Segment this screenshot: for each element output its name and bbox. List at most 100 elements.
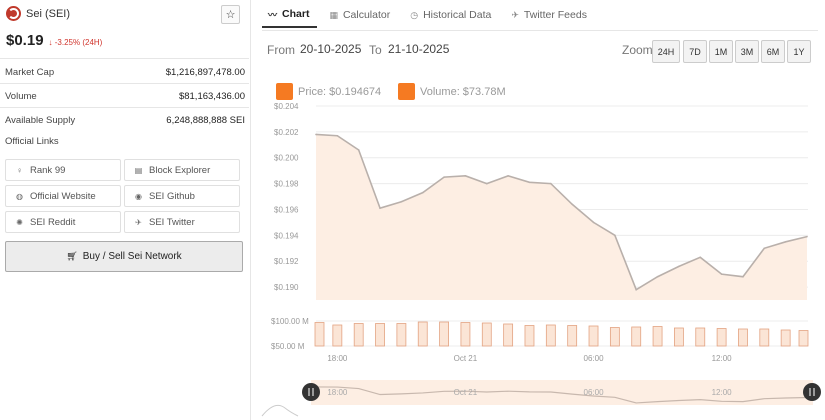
legend-label: Price: $0.194674 [298, 85, 382, 98]
stat-available-supply: Available Supply 6,248,888,888 SEI [5, 115, 245, 126]
volume-bar [503, 323, 514, 347]
current-price: $0.19 [6, 32, 44, 49]
reddit-link[interactable]: ✺ SEI Reddit [5, 211, 121, 233]
link-label: SEI Github [149, 190, 195, 202]
tab-label: Historical Data [423, 9, 492, 21]
coin-info-panel: Sei (SEI) ☆ $0.19 ↓ -3.25% (24H) Market … [0, 0, 249, 420]
volume-tick-label: $50.00 M [271, 342, 305, 351]
github-link[interactable]: ◉ SEI Github [124, 185, 240, 207]
navigator-line [315, 386, 808, 404]
range-to-input[interactable]: 21-10-2025 [388, 42, 449, 56]
link-label: SEI Reddit [30, 216, 76, 228]
twitter-link[interactable]: ✈ SEI Twitter [124, 211, 240, 233]
price-point [485, 182, 488, 185]
price-point [806, 235, 808, 238]
y-tick-label: $0.202 [274, 128, 299, 137]
y-tick-label: $0.196 [274, 205, 299, 214]
price-change-24h: ↓ -3.25% (24H) [48, 38, 103, 47]
volume-bar [716, 328, 727, 347]
stat-value: $1,216,897,478.00 [165, 67, 245, 78]
price-point [699, 256, 702, 259]
volume-bar [332, 324, 343, 347]
legend-label: Volume: $73.78M [420, 85, 506, 98]
cart-icon: 🛒︎ [66, 251, 78, 261]
stat-label: Volume [5, 91, 37, 102]
coin-name: Sei (SEI) [26, 7, 71, 20]
rank-link[interactable]: ♀ Rank 99 [5, 159, 121, 181]
legend-volume[interactable]: Volume: $73.78M [398, 83, 506, 100]
github-icon: ◉ [135, 191, 142, 201]
price-point [550, 182, 552, 185]
range-from-input[interactable]: 20-10-2025 [300, 42, 361, 56]
volume-bar [780, 329, 791, 347]
price-point [507, 175, 509, 177]
zoom-6m-button[interactable]: 6M [761, 40, 785, 63]
price-point [592, 221, 595, 224]
volume-bar [695, 327, 706, 347]
zoom-label: Zoom [622, 43, 653, 57]
tabs-underline [262, 30, 818, 31]
stat-label: Market Cap [5, 67, 55, 78]
tab-twitter-feeds[interactable]: ✈ Twitter Feeds [505, 2, 595, 28]
volume-bar [396, 323, 407, 347]
volume-bar [481, 322, 492, 347]
x-tick-label: Oct 21 [454, 354, 478, 363]
block-explorer-link[interactable]: ▤ Block Explorer [124, 159, 240, 181]
navigator-tick-label: 12:00 [712, 388, 733, 397]
legend-swatch [398, 83, 415, 100]
zoom-24h-button[interactable]: 24H [652, 40, 680, 63]
tab-calculator[interactable]: ▦ Calculator [323, 2, 398, 28]
y-tick-label: $0.192 [274, 257, 299, 266]
navigator-tick-label: Oct 21 [454, 388, 478, 397]
stat-label: Available Supply [5, 115, 76, 126]
price-point [421, 191, 424, 194]
tab-historical-data[interactable]: ◷ Historical Data [404, 2, 499, 28]
link-label: Official Website [30, 190, 96, 202]
navigator-left-handle[interactable] [302, 383, 320, 401]
to-label: To [369, 43, 382, 57]
from-label: From [267, 43, 295, 57]
x-tick-label: 12:00 [712, 354, 733, 363]
star-icon: ☆ [225, 9, 236, 21]
tab-label: Chart [282, 8, 310, 20]
volume-bar [353, 323, 364, 347]
favorite-star-button[interactable]: ☆ [221, 5, 240, 24]
link-label: Block Explorer [149, 164, 211, 176]
link-label: Rank 99 [30, 164, 66, 176]
calculator-icon: ▦ [329, 9, 338, 20]
volume-bar [545, 324, 556, 347]
navigator-right-handle[interactable] [803, 383, 821, 401]
zoom-7d-button[interactable]: 7D [683, 40, 707, 63]
volume-bar [439, 321, 449, 347]
document-icon: ▤ [134, 165, 143, 175]
price-point [763, 247, 766, 250]
price-point [784, 241, 787, 243]
twitter-icon: ✈ [135, 217, 142, 227]
zoom-1m-button[interactable]: 1M [709, 40, 733, 63]
twitter-icon: ✈ [511, 9, 519, 20]
official-website-link[interactable]: ◍ Official Website [5, 185, 121, 207]
stat-market-cap: Market Cap $1,216,897,478.00 [5, 67, 245, 78]
price-point [528, 181, 531, 184]
volume-bar [588, 325, 599, 347]
buy-sell-button[interactable]: 🛒︎ Buy / Sell Sei Network [5, 241, 243, 272]
volume-bar [524, 325, 535, 347]
zoom-1y-button[interactable]: 1Y [787, 40, 811, 63]
zoom-3m-button[interactable]: 3M [735, 40, 759, 63]
link-label: SEI Twitter [149, 216, 195, 228]
volume-bar [375, 323, 385, 347]
tab-chart[interactable]: 〰 Chart [262, 2, 318, 28]
chart-line-icon: 〰 [268, 9, 278, 20]
navigator-mini-icon [261, 404, 299, 417]
range-from: From [267, 43, 295, 57]
legend-price[interactable]: Price: $0.194674 [276, 83, 381, 100]
stat-value: 6,248,888,888 SEI [166, 115, 245, 126]
range-to: To [369, 43, 382, 57]
y-tick-label: $0.198 [274, 180, 299, 189]
volume-bar [567, 325, 578, 347]
price-line [315, 133, 808, 291]
price-point [678, 265, 680, 268]
stat-value: $81,163,436.00 [178, 91, 245, 102]
y-tick-label: $0.204 [274, 102, 299, 111]
